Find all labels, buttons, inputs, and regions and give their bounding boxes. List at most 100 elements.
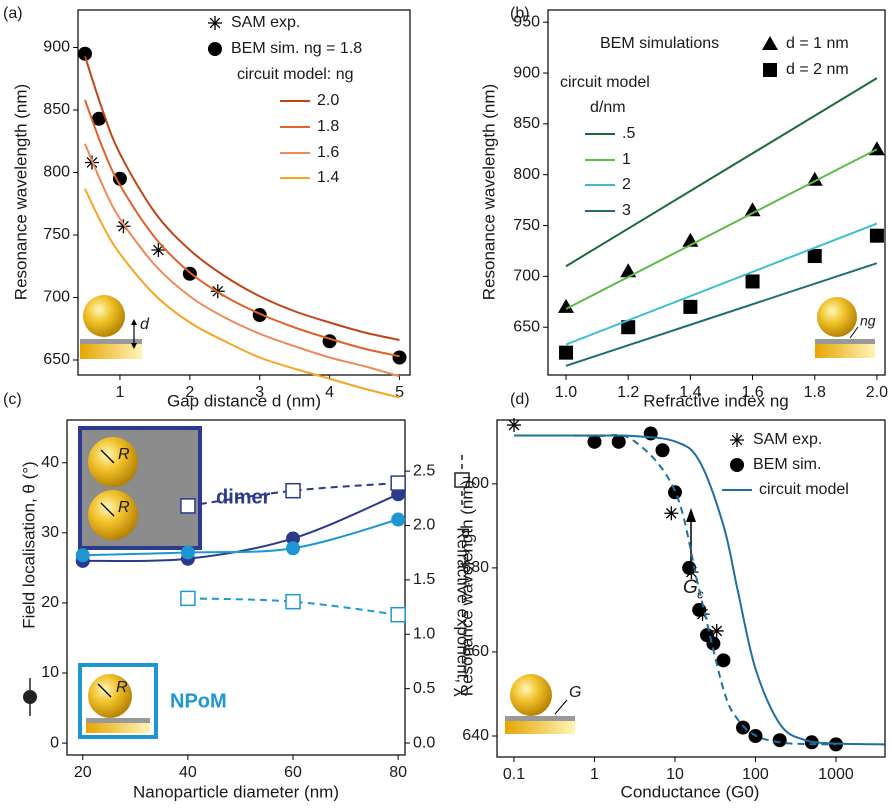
inset-label: R (118, 446, 130, 463)
y2-tick-label: 0.5 (413, 680, 435, 697)
marker (558, 298, 575, 313)
panel-label: (a) (3, 5, 23, 22)
x-tick-label: 2.0 (866, 384, 888, 401)
y-tick-label: 10 (41, 664, 59, 681)
legend-label: SAM exp. (753, 431, 822, 448)
legend-marker (762, 36, 778, 50)
series-line (84, 143, 400, 378)
legend-label: 1.4 (317, 169, 339, 186)
marker (116, 219, 131, 234)
series-line (82, 518, 399, 557)
inset-b: ng (815, 297, 876, 358)
marker (390, 475, 406, 491)
x-tick-label: 1.8 (804, 384, 826, 401)
marker (75, 548, 90, 563)
y-tick-label: 750 (43, 226, 70, 243)
legend-label: 1.6 (317, 144, 339, 161)
y-axis-label: Resonance wavelength (nm) (11, 84, 30, 300)
series-line (513, 433, 836, 746)
x-axis-label: Nanoparticle diameter (nm) (133, 782, 339, 801)
y-tick-label: 40 (41, 454, 59, 471)
panel-label: (b) (510, 5, 530, 22)
series-line (187, 482, 399, 507)
marker (667, 485, 682, 500)
x-tick-label: 1.6 (741, 384, 763, 401)
x-tick-label: 1.0 (555, 384, 577, 401)
marker (683, 299, 698, 314)
y-tick-label: 700 (513, 268, 540, 285)
marker (390, 606, 406, 623)
legend-label: d = 2 nm (786, 61, 849, 78)
y-axis-label: Resonance wavelength (nm) (457, 480, 476, 696)
inset-a: d (80, 295, 150, 359)
x-axis-label: Refractive index ng (643, 391, 789, 410)
series-line (565, 222, 878, 346)
legend-label: d = 1 nm (786, 35, 849, 52)
x-tick-label: 1 (115, 384, 124, 401)
annotation: G c (683, 508, 704, 601)
marker (285, 593, 301, 610)
legend-label: 2.0 (317, 92, 339, 109)
y-axis-label: Field localisation, θ (°) (19, 461, 38, 628)
legend-label: 1 (622, 151, 631, 168)
marker (620, 263, 637, 278)
legend-marker (763, 63, 777, 77)
series-line (84, 188, 400, 399)
legend-label: .5 (622, 125, 635, 142)
axis-symbol (23, 690, 37, 704)
marker (151, 243, 166, 257)
series-line (565, 77, 878, 268)
legend-label: SAM exp. (231, 14, 300, 31)
axis-symbol (454, 472, 470, 488)
marker (180, 590, 196, 607)
y2-tick-label: 1.5 (413, 571, 435, 588)
marker (506, 418, 521, 433)
legend-label: BEM sim. ng = 1.8 (231, 40, 362, 57)
marker (772, 733, 787, 748)
marker (180, 545, 195, 560)
marker (611, 434, 626, 449)
x-tick-label: 10 (666, 766, 684, 783)
x-tick-label: 3 (255, 384, 264, 401)
inset-label: G (569, 684, 581, 701)
inset-label: ng (860, 313, 876, 329)
series-line (565, 148, 878, 310)
marker (709, 623, 724, 638)
marker (682, 560, 697, 575)
inset-label: R (116, 679, 128, 696)
annotation-text: G (683, 577, 698, 598)
legend-label: circuit model (759, 481, 849, 498)
x-tick-label: 1000 (818, 766, 854, 783)
y2-tick-label: 2.5 (413, 462, 435, 479)
legend-label: 2 (622, 176, 631, 193)
marker (621, 320, 636, 335)
marker (655, 443, 670, 458)
y-tick-label: 900 (513, 64, 540, 81)
y-tick-label: 750 (513, 217, 540, 234)
legend-title: circuit model: ng (237, 66, 354, 83)
marker (587, 434, 602, 449)
x-tick-label: 80 (389, 764, 407, 781)
y2-axis-label: Refractive exponent, χ (454, 527, 473, 697)
plot-frame (77, 9, 411, 376)
legend-label: BEM sim. (753, 456, 821, 473)
x-tick-label: 1.2 (617, 384, 639, 401)
x-tick-label: 40 (179, 764, 197, 781)
marker (112, 171, 127, 186)
x-axis-label: Conductance (G0) (621, 782, 760, 801)
y-tick-label: 0 (50, 734, 59, 751)
marker (391, 512, 406, 527)
y-tick-label: 850 (513, 115, 540, 132)
marker (286, 541, 301, 556)
y-tick-label: 950 (513, 13, 540, 30)
legend-marker (208, 16, 222, 30)
legend-marker (730, 458, 744, 472)
marker (736, 720, 751, 735)
y-tick-label: 800 (43, 164, 70, 181)
y-tick-label: 20 (41, 594, 59, 611)
x-tick-label: 60 (284, 764, 302, 781)
x-tick-label: 5 (395, 384, 404, 401)
inset-title: dimer (216, 486, 271, 508)
y-tick-label: 800 (513, 166, 540, 183)
